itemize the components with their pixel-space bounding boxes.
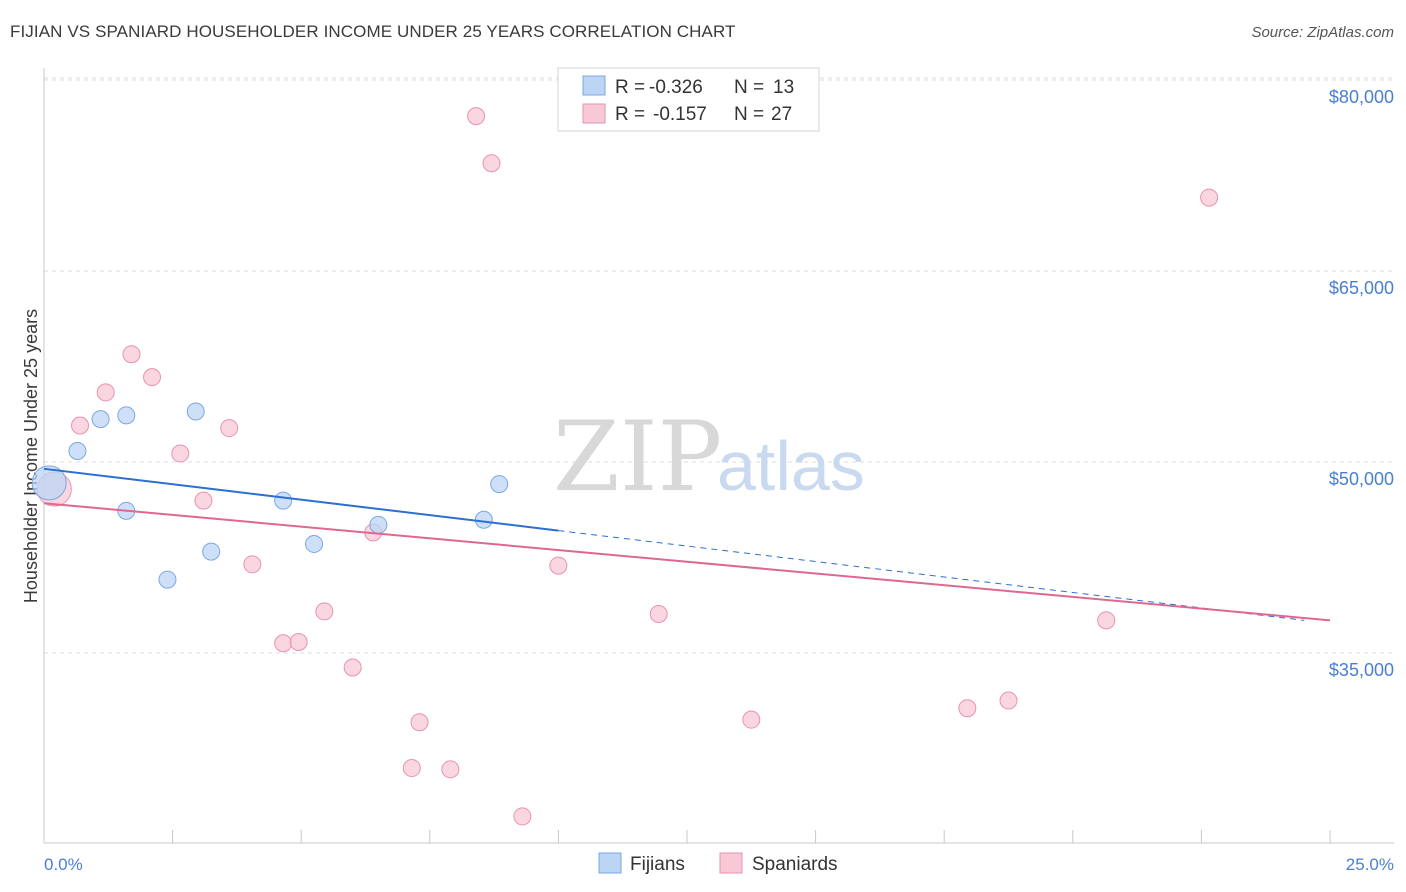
spaniards-point-10 [289,632,308,651]
fijians-trend-line-extension [558,530,1305,621]
fijians-point-6 [158,570,177,589]
spaniards-point-15 [402,759,421,778]
watermark-zip: ZIP [553,401,722,513]
x-axis-ticks [43,830,1331,843]
spaniards-n-value: 27 [771,104,792,125]
y-tick-label-0: $35,000 [1329,660,1394,680]
spaniards-point-11 [315,602,334,621]
spaniards-trend-line [43,502,1331,622]
y-tick-labels: $35,000 $50,000 $65,000 $80,000 [1329,87,1394,680]
y-tick-label-1: $50,000 [1329,469,1394,489]
fijians-point-8 [274,491,293,510]
spaniards-point-3 [122,345,141,364]
trend-lines [43,467,1331,622]
spaniards-point-4 [143,368,162,387]
spaniards-point-5 [171,444,190,463]
spaniards-point-17 [467,107,486,126]
fijians-point-12 [490,475,509,494]
spaniards-point-2 [96,383,115,402]
fijians-n-value: 13 [773,77,794,98]
spaniards-point-21 [649,604,668,623]
spaniards-points [36,107,1219,826]
spaniards-point-23 [958,699,977,718]
y-axis-label: Householder Income Under 25 years [21,309,41,603]
spaniards-r-label: R = [615,104,645,125]
fijians-legend-swatch [582,75,606,96]
chart-title: FIJIAN VS SPANIARD HOUSEHOLDER INCOME UN… [10,22,736,41]
spaniards-point-20 [549,556,568,575]
spaniards-legend-swatch [582,103,606,124]
fijians-point-9 [305,534,324,553]
spaniards-point-22 [742,710,761,729]
fijians-point-1 [68,441,87,460]
spaniards-point-16 [441,760,460,779]
fijians-legend-label: Fijians [630,854,685,875]
fijians-swatch [598,852,622,874]
fijians-n-label: N = [734,77,764,98]
series-legend: Fijians Spaniards [598,852,838,875]
x-tick-label-min: 0.0% [44,855,83,874]
spaniards-point-6 [194,491,213,510]
spaniards-legend-label: Spaniards [752,854,838,875]
spaniards-point-12 [343,658,362,677]
spaniards-point-14 [410,713,429,732]
spaniards-swatch [719,852,743,874]
y-tick-label-2: $65,000 [1329,278,1394,298]
source-credit: Source: ZipAtlas.com [1251,24,1394,41]
fijians-point-3 [117,406,136,425]
spaniards-point-19 [513,807,532,826]
x-tick-label-max: 25.0% [1346,855,1394,874]
spaniards-r-value: -0.157 [653,104,707,125]
correlation-legend: R = -0.326 N = 13 R = -0.157 N = 27 [557,67,820,132]
fijians-point-10 [369,515,388,534]
spaniards-n-label: N = [734,104,764,125]
fijians-r-value: -0.326 [649,77,703,98]
fijians-point-4 [186,402,205,421]
fijians-point-7 [202,542,221,561]
fijians-point-0 [31,465,67,501]
fijians-points [31,402,509,589]
y-tick-label-3: $80,000 [1329,87,1394,107]
spaniards-point-1 [71,416,90,435]
spaniards-point-24 [999,691,1018,710]
spaniards-point-18 [482,154,501,173]
spaniards-point-9 [274,634,293,653]
spaniards-point-26 [1200,188,1219,207]
fijians-trend-line [43,467,559,532]
fijians-point-11 [474,510,493,529]
spaniards-point-25 [1097,611,1116,630]
fijians-point-2 [91,410,110,429]
watermark-atlas: atlas [717,427,865,505]
spaniards-point-8 [243,555,262,574]
fijians-r-label: R = [615,77,645,98]
spaniards-point-7 [220,419,239,438]
